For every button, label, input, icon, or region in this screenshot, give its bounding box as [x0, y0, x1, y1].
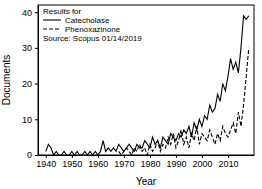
x-tick: 1970	[114, 155, 134, 169]
x-tick: 2010	[218, 155, 238, 169]
legend: Results forCatecholasePhenoxazinoneSourc…	[43, 7, 142, 43]
plot: 1940 1950 1960 1970 1980 1990 2000 2010 0 10 20 30 4…	[22, 5, 255, 169]
x-tick-label: 1980	[140, 159, 160, 169]
x-tick-mark	[46, 155, 47, 158]
x-tick: 1940	[36, 155, 56, 169]
y-tick-mark	[35, 84, 38, 85]
x-tick-mark	[202, 155, 203, 158]
y-tick-label: 0	[27, 150, 32, 160]
x-tick: 2000	[192, 155, 212, 169]
legend-label: Phenoxazinone	[65, 25, 121, 34]
y-axis-title: Documents	[1, 55, 12, 106]
series-line	[119, 48, 249, 155]
x-tick: 1990	[166, 155, 186, 169]
x-tick: 1950	[62, 155, 82, 169]
y-tick-label: 20	[22, 79, 32, 89]
x-axis: 1940 1950 1960 1970 1980 1990 2000 2010	[36, 155, 254, 169]
x-axis-line	[39, 155, 255, 156]
x-tick-mark	[150, 155, 151, 158]
y-tick-mark	[35, 48, 38, 49]
x-tick-label: 1960	[88, 159, 108, 169]
y-tick-mark	[35, 119, 38, 120]
x-tick-label: 2000	[192, 159, 212, 169]
chart: 1940 1950 1960 1970 1980 1990 2000 2010 0 10 20 30 4…	[0, 0, 262, 189]
x-tick-mark	[228, 155, 229, 158]
x-tick-label: 1950	[62, 159, 82, 169]
x-tick-label: 1970	[114, 159, 134, 169]
x-tick: 1980	[140, 155, 160, 169]
y-tick-label: 40	[22, 8, 32, 18]
x-tick-label: 2010	[218, 159, 238, 169]
x-tick-mark	[98, 155, 99, 158]
y-tick-mark	[35, 12, 38, 13]
y-tick-label: 10	[22, 115, 32, 125]
x-tick-mark	[72, 155, 73, 158]
legend-swatch	[43, 19, 61, 20]
plot-frame	[38, 5, 254, 155]
x-tick-mark	[124, 155, 125, 158]
y-tick: 0	[27, 150, 38, 160]
y-tick: 40	[22, 8, 38, 18]
legend-swatch	[43, 28, 61, 29]
legend-header: Results for	[43, 7, 82, 16]
x-tick-label: 1990	[166, 159, 186, 169]
y-axis: 0 10 20 30 40	[22, 6, 39, 161]
x-tick-mark	[176, 155, 177, 158]
x-tick-label: 1940	[36, 159, 56, 169]
y-tick: 20	[22, 79, 38, 89]
x-axis-title: Year	[136, 176, 157, 187]
y-axis-line	[38, 6, 39, 156]
source-note: Source: Scopus 01/14/2019	[43, 34, 142, 43]
y-tick: 10	[22, 115, 38, 125]
x-tick: 1960	[88, 155, 108, 169]
legend-label: Catecholase	[65, 16, 110, 25]
y-tick-label: 30	[22, 43, 32, 53]
y-tick-mark	[35, 155, 38, 156]
y-tick: 30	[22, 43, 38, 53]
